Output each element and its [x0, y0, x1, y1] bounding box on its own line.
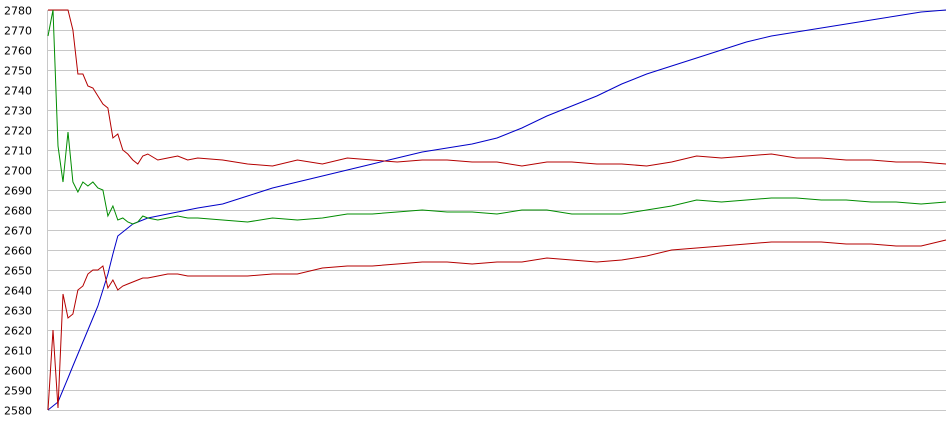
y-tick-label: 2690	[4, 185, 32, 198]
y-tick-label: 2600	[4, 365, 32, 378]
y-tick-label: 2710	[4, 145, 32, 158]
y-tick-label: 2670	[4, 225, 32, 238]
y-tick-label: 2640	[4, 285, 32, 298]
y-tick-label: 2750	[4, 65, 32, 78]
y-tick-label: 2590	[4, 385, 32, 398]
y-tick-label: 2700	[4, 165, 32, 178]
y-tick-label: 2660	[4, 245, 32, 258]
series-line-1	[47, 9, 947, 411]
y-tick-label: 2580	[4, 405, 32, 418]
y-tick-label: 2720	[4, 125, 32, 138]
y-tick-label: 2650	[4, 265, 32, 278]
series-line-2	[48, 9, 947, 167]
y-axis-tick-labels: 2780 2770 2760 2750 2740 2730 2720 2710 2700 2690…	[4, 5, 32, 418]
y-tick-label: 2630	[4, 305, 32, 318]
y-tick-label: 2760	[4, 45, 32, 58]
gridlines	[48, 10, 946, 411]
series-line-4	[47, 239, 947, 411]
y-tick-label: 2680	[4, 205, 32, 218]
series-line-3	[47, 9, 947, 225]
y-tick-label: 2620	[4, 325, 32, 338]
y-tick-label: 2610	[4, 345, 32, 358]
y-tick-label: 2740	[4, 85, 32, 98]
y-tick-label: 2770	[4, 25, 32, 38]
series-lines	[47, 9, 947, 411]
y-tick-label: 2730	[4, 105, 32, 118]
y-tick-label: 2780	[4, 5, 32, 18]
